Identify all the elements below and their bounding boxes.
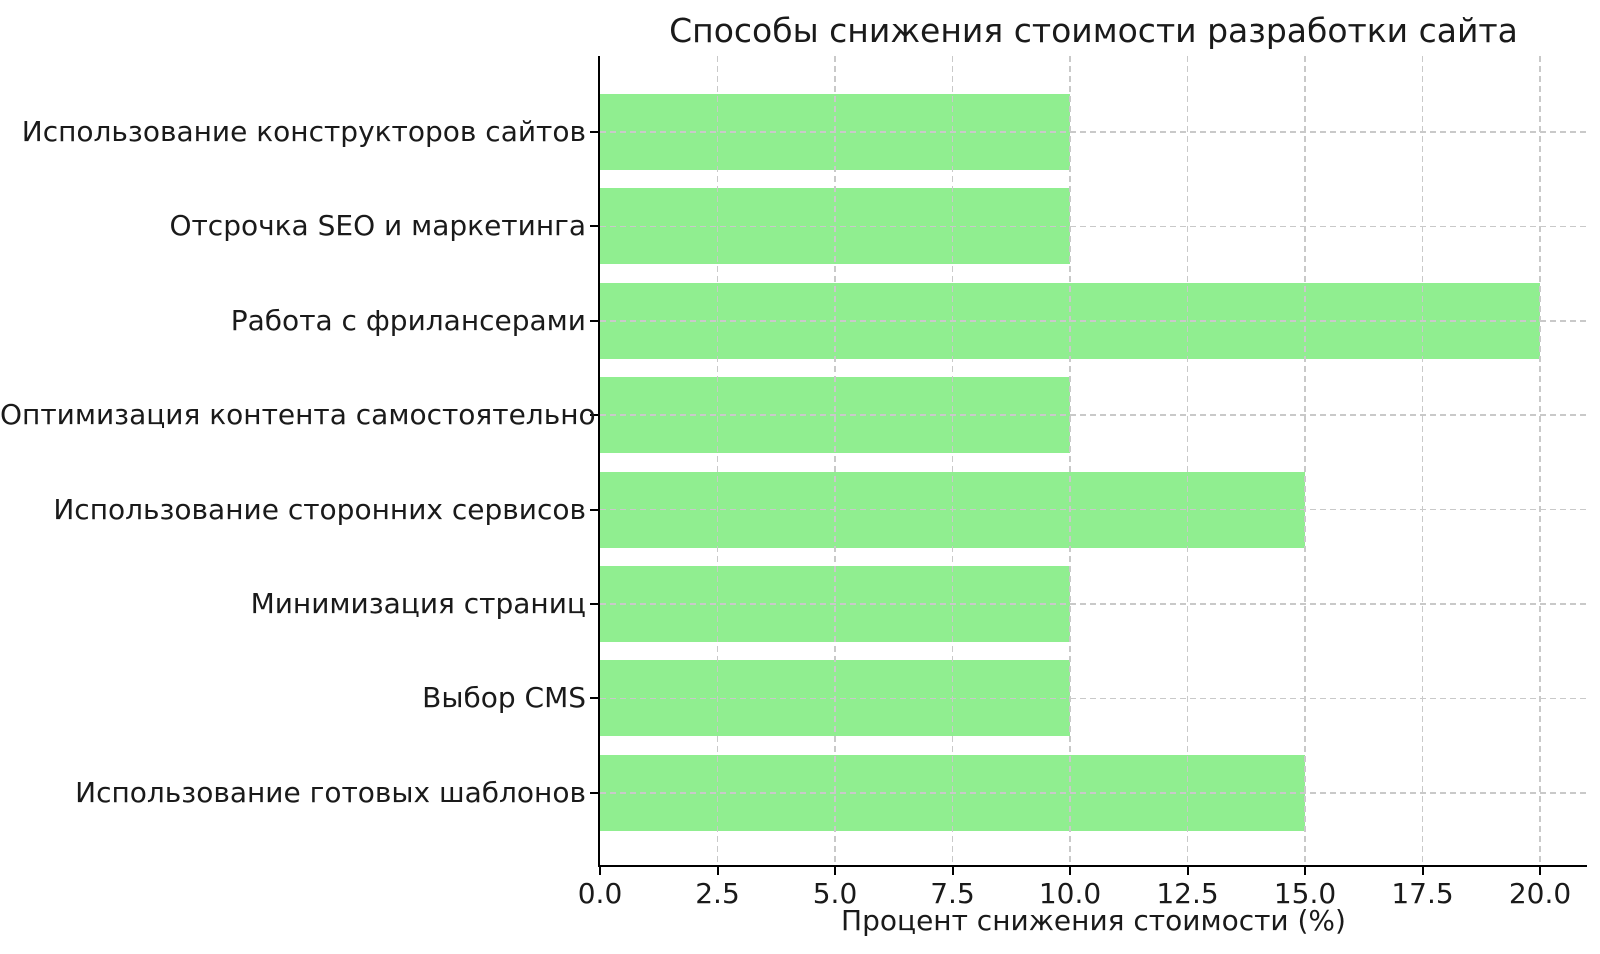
x-tick-label: 10.0: [1038, 877, 1102, 910]
x-axis-label: Процент снижения стоимости (%): [841, 904, 1346, 937]
vertical-gridline: [1539, 56, 1541, 865]
x-tick-mark: [1186, 867, 1189, 875]
x-tick-label: 17.5: [1391, 877, 1454, 910]
horizontal-gridline: [600, 131, 1587, 133]
chart-title: Способы снижения стоимости разработки са…: [669, 11, 1518, 50]
horizontal-gridline: [600, 414, 1587, 416]
plot-area: 0.0 2.5 5.0 7.5 10.0 12.5 15.0 17.5 20.0: [578, 56, 1587, 910]
y-category-label: Минимизация страниц: [250, 587, 586, 620]
vertical-gridline: [1421, 56, 1424, 865]
x-tick-label: 7.5: [930, 877, 975, 910]
horizontal-gridline: [600, 320, 1587, 322]
x-tick-label: 20.0: [1508, 877, 1572, 910]
vertical-gridline: [1186, 56, 1189, 865]
x-tick-mark: [1539, 867, 1541, 875]
horizontal-gridline: [600, 697, 1587, 700]
x-tick-mark: [951, 867, 954, 875]
y-tick-mark: [590, 508, 598, 511]
y-tick-mark: [590, 319, 598, 322]
x-tick-mark: [1304, 867, 1306, 875]
vertical-gridline: [716, 56, 719, 865]
horizontal-gridline: [600, 792, 1587, 794]
x-tick-mark: [834, 867, 836, 875]
y-tick-mark: [590, 225, 598, 228]
y-tick-mark: [590, 697, 598, 700]
x-tick-label: 12.5: [1156, 877, 1219, 910]
horizontal-gridline: [600, 603, 1587, 605]
y-category-label: Отсрочка SEO и маркетинга: [169, 209, 586, 243]
x-tick-mark: [716, 867, 719, 875]
x-tick-mark: [599, 867, 601, 875]
x-tick-label: 2.5: [695, 877, 740, 910]
x-tick-label: 0.0: [577, 877, 623, 910]
y-tick-mark: [590, 791, 598, 794]
y-tick-mark: [590, 131, 598, 133]
x-tick-mark: [1069, 867, 1071, 875]
horizontal-gridline: [600, 508, 1587, 511]
y-category-label: Работа с фрилансерами: [230, 303, 586, 337]
vertical-gridline: [834, 56, 836, 865]
horizontal-gridline: [600, 225, 1587, 228]
vertical-gridline: [1069, 56, 1071, 865]
vertical-gridline: [1304, 56, 1306, 865]
y-category-label: Оптимизация контента самостоятельно: [0, 398, 596, 432]
vertical-gridline: [951, 56, 954, 865]
x-tick-mark: [1421, 867, 1424, 875]
x-tick-label: 5.0: [812, 877, 858, 910]
y-category-label: Использование конструкторов сайтов: [21, 115, 586, 148]
y-category-label: Использование готовых шаблонов: [75, 775, 586, 809]
y-tick-mark: [590, 414, 598, 417]
y-tick-mark: [590, 603, 598, 605]
x-tick-label: 15.0: [1273, 877, 1337, 910]
y-category-label: Выбор CMS: [422, 681, 586, 715]
y-category-label: Использование сторонних сервисов: [53, 492, 586, 526]
